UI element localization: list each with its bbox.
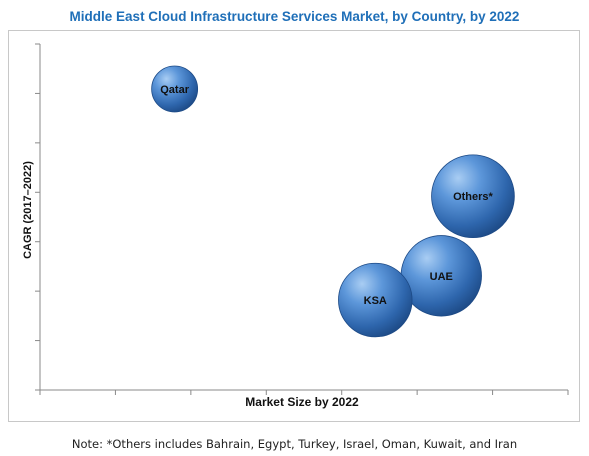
x-axis-label: Market Size by 2022 <box>245 395 359 409</box>
bubble-label-others: Others* <box>453 191 493 203</box>
bubble-label-uae: UAE <box>430 271 453 283</box>
y-axis-label: CAGR (2017–2022) <box>22 161 34 259</box>
bubble-ksa <box>338 262 413 338</box>
chart-frame <box>8 30 580 422</box>
chart-title: Middle East Cloud Infrastructure Service… <box>69 9 520 24</box>
bubble-label-qatar: Qatar <box>160 84 189 96</box>
bubble-qatar <box>151 65 199 113</box>
bubble-others <box>431 154 515 239</box>
footnote: Note: *Others includes Bahrain, Egypt, T… <box>71 437 518 451</box>
bubble-label-ksa: KSA <box>364 295 387 307</box>
